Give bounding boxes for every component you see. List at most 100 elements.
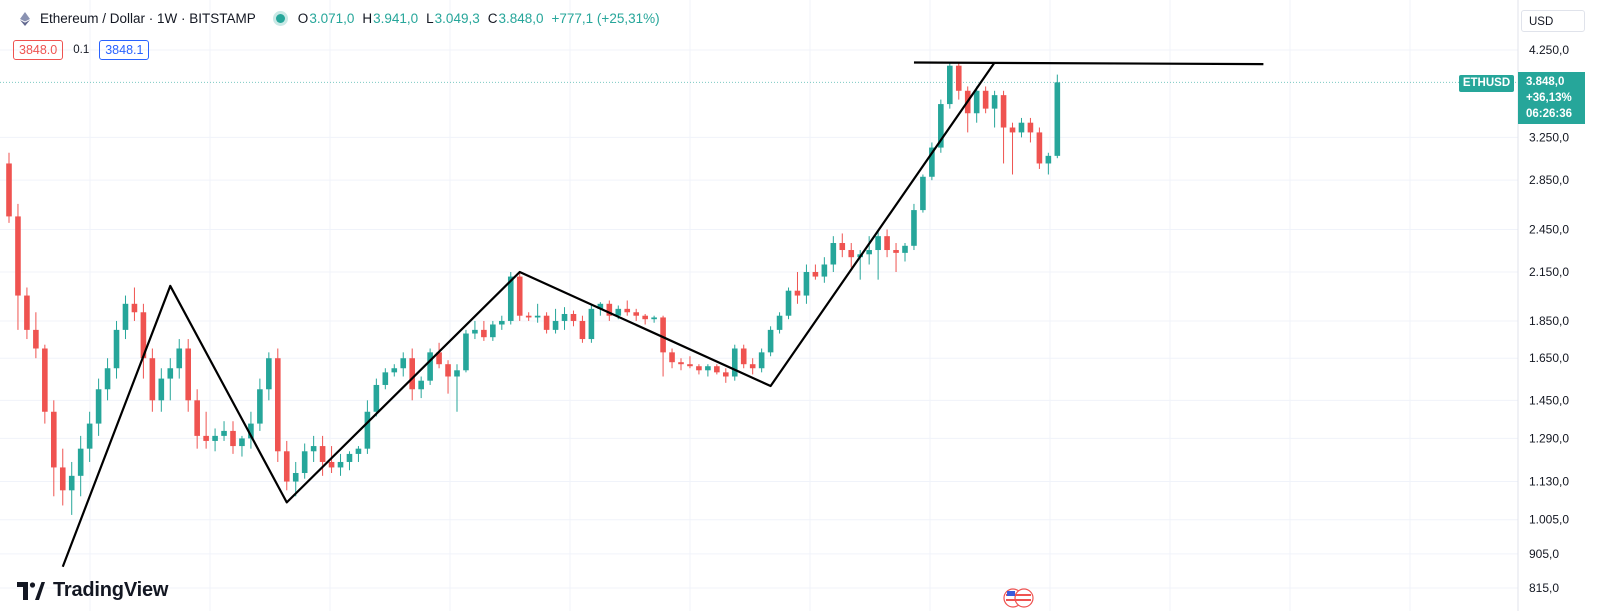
y-axis-label: 2.150,0: [1529, 265, 1569, 279]
candle: [884, 229, 890, 258]
candle: [875, 229, 881, 280]
us-flag-icon[interactable]: [1003, 588, 1035, 608]
candle: [481, 320, 487, 341]
candle: [964, 86, 971, 133]
candle: [893, 243, 899, 272]
candle: [1036, 127, 1043, 169]
candle: [230, 421, 236, 454]
candle: [758, 348, 765, 373]
symbol-title[interactable]: Ethereum / Dollar · 1W · BITSTAMP: [40, 11, 256, 26]
low-value: 3.049,3: [434, 11, 480, 26]
tradingview-logo[interactable]: TradingView: [17, 579, 168, 602]
candle: [678, 358, 684, 371]
sell-button[interactable]: 3848.0: [13, 40, 64, 60]
chart-legend: Ethereum / Dollar · 1W · BITSTAMP O 3.071…: [18, 11, 668, 26]
candle: [382, 368, 389, 390]
candle: [803, 264, 810, 304]
candle: [140, 303, 147, 379]
candle: [830, 236, 837, 272]
candle: [409, 348, 415, 401]
candle: [6, 152, 12, 223]
candle: [687, 356, 693, 369]
tradingview-wordmark: TradingView: [53, 579, 169, 601]
y-axis-label: 1.005,0: [1529, 513, 1569, 527]
candle: [938, 99, 944, 153]
candle: [427, 348, 433, 385]
spread-value: 0.1: [73, 44, 90, 56]
candle: [445, 360, 451, 394]
y-axis-label: 1.290,0: [1529, 431, 1569, 445]
candle: [785, 287, 792, 320]
last-price-label: 3.848,0 +36,13% 06:26:36: [1518, 72, 1585, 124]
candle: [561, 307, 568, 330]
currency-select[interactable]: USD: [1521, 10, 1585, 32]
candle: [364, 400, 371, 454]
candle: [257, 378, 263, 431]
candle: [723, 368, 729, 383]
candle: [212, 428, 218, 452]
price-change: +36,13%: [1526, 92, 1572, 104]
market-status-icon[interactable]: [275, 14, 285, 23]
candle: [642, 313, 648, 325]
candle: [149, 348, 156, 412]
close-label: C: [487, 11, 498, 26]
candle: [651, 315, 657, 323]
candle: [203, 411, 209, 449]
candle: [902, 243, 908, 262]
buy-button[interactable]: 3848.1: [99, 40, 150, 60]
candle: [104, 358, 111, 401]
candle: [42, 344, 48, 424]
open-value: 3.071,0: [309, 11, 355, 26]
candle: [955, 62, 962, 100]
candle: [337, 453, 344, 476]
candle: [929, 142, 935, 181]
resistance-line[interactable]: [913, 61, 1264, 66]
candle: [499, 315, 505, 330]
candle: [463, 329, 469, 373]
candle: [991, 90, 998, 128]
candle: [86, 411, 93, 462]
candle: [973, 86, 980, 123]
bar-countdown: 06:26:36: [1526, 108, 1573, 120]
y-axis-label: 1.650,0: [1529, 351, 1569, 365]
candle: [24, 287, 30, 340]
y-axis-label: 815,0: [1529, 581, 1559, 595]
candle: [749, 358, 756, 375]
candle: [839, 233, 846, 258]
candle: [767, 326, 774, 357]
candle: [77, 435, 84, 497]
candle: [516, 271, 523, 321]
high-value: 3.941,0: [373, 11, 419, 26]
candle: [660, 315, 666, 377]
candle: [947, 62, 953, 109]
candle: [1027, 117, 1034, 143]
candle: [714, 364, 720, 375]
candle: [821, 257, 828, 283]
candle: [848, 243, 855, 268]
trade-panel: 3848.0 0.1 3848.1: [13, 40, 150, 60]
candle: [418, 376, 424, 399]
candle: [633, 308, 639, 321]
candle: [436, 342, 442, 369]
candle: [1018, 117, 1025, 138]
candle: [266, 352, 272, 401]
symbol-price-tag: ETHUSD: [1459, 75, 1514, 92]
candle: [68, 461, 75, 515]
candle: [472, 320, 478, 340]
candle: [696, 364, 702, 375]
low-label: L: [426, 11, 434, 26]
y-axis-label: 1.130,0: [1529, 475, 1569, 489]
last-price: 3.848,0: [1526, 76, 1565, 88]
candle: [911, 203, 917, 251]
candle: [1054, 74, 1061, 159]
zigzag-trendline[interactable]: [61, 61, 996, 568]
candle: [355, 446, 362, 462]
candle: [525, 312, 532, 321]
candle: [176, 339, 183, 379]
candle: [122, 295, 129, 340]
open-label: O: [297, 11, 309, 26]
y-axis-label: 1.450,0: [1529, 393, 1569, 407]
candle: [301, 443, 308, 479]
candle: [624, 300, 631, 316]
